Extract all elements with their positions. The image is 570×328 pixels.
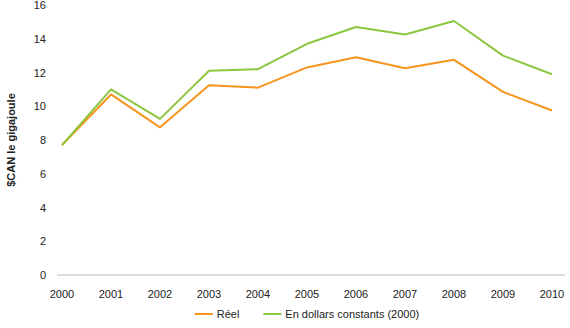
y-tick-label: 6 bbox=[40, 168, 46, 180]
x-tick-label: 2005 bbox=[295, 288, 319, 300]
x-tick-label: 2000 bbox=[50, 288, 74, 300]
legend-swatch bbox=[263, 313, 281, 315]
x-tick-label: 2008 bbox=[442, 288, 466, 300]
x-axis-line bbox=[57, 275, 565, 276]
y-tick-label: 4 bbox=[40, 202, 46, 214]
plot-area bbox=[62, 21, 552, 145]
x-tick-label: 2001 bbox=[99, 288, 123, 300]
legend-label: En dollars constants (2000) bbox=[285, 308, 419, 320]
x-tick-label: 2006 bbox=[344, 288, 368, 300]
x-tick-label: 2002 bbox=[148, 288, 172, 300]
y-tick-label: 0 bbox=[40, 269, 46, 281]
y-tick-label: 10 bbox=[34, 100, 46, 112]
legend: Réel En dollars constants (2000) bbox=[195, 308, 420, 320]
x-tick-label: 2003 bbox=[197, 288, 221, 300]
series-line bbox=[62, 57, 552, 145]
x-tick-label: 2007 bbox=[393, 288, 417, 300]
y-tick-label: 16 bbox=[34, 0, 46, 11]
y-tick-label: 12 bbox=[34, 67, 46, 79]
legend-label: Réel bbox=[217, 308, 240, 320]
y-tick-label: 14 bbox=[34, 33, 46, 45]
x-tick-label: 2004 bbox=[246, 288, 270, 300]
chart: 0 2 4 6 8 10 12 14 16 2000 2001 2002 2003 2004 2005 200… bbox=[0, 0, 570, 328]
y-axis-label: $CAN le gigajoule bbox=[5, 93, 17, 187]
x-tick-label: 2010 bbox=[540, 288, 564, 300]
y-tick-label: 8 bbox=[40, 134, 46, 146]
y-tick-label: 2 bbox=[40, 235, 46, 247]
x-tick-label: 2009 bbox=[491, 288, 515, 300]
legend-swatch bbox=[195, 313, 213, 315]
series-line bbox=[62, 21, 552, 145]
y-axis-line bbox=[57, 5, 58, 275]
